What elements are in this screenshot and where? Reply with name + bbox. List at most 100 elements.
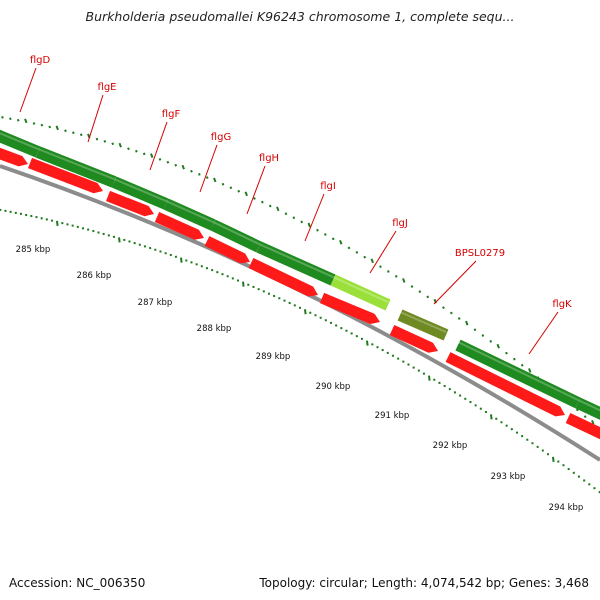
outer-tick [496,343,500,349]
scale-label: 290 kbp [316,382,351,392]
outer-tick [276,206,280,212]
scale-label: 294 kbp [549,503,584,513]
outer-tick [426,295,430,299]
cds-arrow[interactable] [28,157,103,194]
gene-bar-highlight [165,200,214,223]
scale-label: 285 kbp [16,245,51,255]
outer-tick [268,204,272,208]
outer-tick [450,311,453,315]
cds-arrow[interactable] [154,212,204,240]
outer-tick [465,320,469,326]
gene-label[interactable]: flgH [259,153,279,164]
gene-label[interactable]: flgJ [392,218,408,229]
scale-label: 292 kbp [433,441,468,451]
outer-tick [205,176,209,180]
outer-tick [103,140,107,143]
gene-label-leader [199,144,218,193]
chromosome-backbone [0,164,600,462]
gene-label-leader [304,193,325,242]
accession-label: Accession: NC_006350 [9,576,146,590]
outer-tick [229,186,233,190]
gene-label[interactable]: BPSL0279 [455,248,505,259]
map-title: Burkholderia pseudomallei K96243 chromos… [85,9,515,24]
outer-tick [261,200,264,204]
gene-bar[interactable] [330,274,391,311]
cds-arrow[interactable] [248,258,318,297]
gene-bar[interactable] [397,309,449,341]
cds-arrow[interactable] [0,145,28,167]
outer-tick [520,363,524,367]
outer-tick [244,191,248,197]
gene-bar[interactable] [111,176,169,210]
gene-bar-highlight [258,243,334,278]
outer-tick [583,415,587,418]
gene-bar[interactable] [575,397,600,432]
gene-label[interactable]: flgE [98,82,117,93]
gene-label[interactable]: flgF [162,109,181,120]
outer-tick [64,129,67,133]
gene-bar-highlight [212,221,260,245]
cds-track [0,145,600,454]
gene-bar[interactable] [35,146,117,188]
gene-bar[interactable] [163,198,216,231]
outer-tick [48,125,52,129]
outer-tick [324,233,327,236]
outer-tick [300,220,304,224]
scale-tick [366,340,369,346]
scale-labels: 285 kbp 286 kbp 287 kbp 288 kbp 289 kbp 290 k… [16,245,584,513]
cds-arrow[interactable] [204,236,250,264]
scale-tick [180,257,183,263]
cds-arrow[interactable] [106,190,154,217]
cds-arrow[interactable] [565,413,600,454]
outer-tick [135,149,138,153]
cds-arrow[interactable] [319,292,380,324]
gene-bar[interactable] [455,339,581,409]
outer-tick [363,255,367,259]
gene-bar[interactable] [256,241,336,286]
outer-tick [347,246,351,250]
gene-label-leader [433,260,477,305]
outer-tick [316,228,319,232]
outer-tick [150,153,154,158]
scale-tick [552,456,555,462]
gene-bar-highlight [113,178,167,202]
outer-tick [16,118,20,122]
outer-tick [402,278,406,283]
scale-tick [56,220,59,226]
cds-arrow[interactable] [389,325,438,353]
outer-tick [394,275,398,278]
scale-label: 287 kbp [138,298,173,308]
gene-label[interactable]: flgK [552,299,572,310]
outer-tick [142,152,146,156]
gene-bar[interactable] [0,128,41,158]
outer-tick [190,169,193,173]
scale-label: 291 kbp [375,411,410,421]
scale-tick [118,237,121,243]
scale-label: 288 kbp [197,324,232,334]
outer-tick [473,328,477,332]
outer-tick [237,189,241,193]
outer-tick [307,222,311,228]
gene-label[interactable]: flgD [30,55,51,66]
outer-tick [528,368,532,373]
gene-label[interactable]: flgI [320,181,336,192]
outer-tick [387,270,390,273]
outer-tick [111,142,115,146]
cds-arrow[interactable] [445,352,565,417]
gene-bar-highlight [332,276,389,303]
scale-label: 293 kbp [491,472,526,482]
gene-label[interactable]: flgG [211,132,231,143]
scale-tick-track [0,208,600,494]
outer-tick [442,306,445,309]
outer-tick [591,419,595,425]
outer-tick [481,334,485,337]
outer-tick [72,131,75,135]
outer-tick [457,317,461,320]
outer-tick [166,160,170,164]
outer-tick [1,115,4,119]
outer-tick [513,357,516,361]
gene-bar[interactable] [210,219,262,253]
scale-tick [490,414,493,420]
outer-tick [118,142,122,148]
